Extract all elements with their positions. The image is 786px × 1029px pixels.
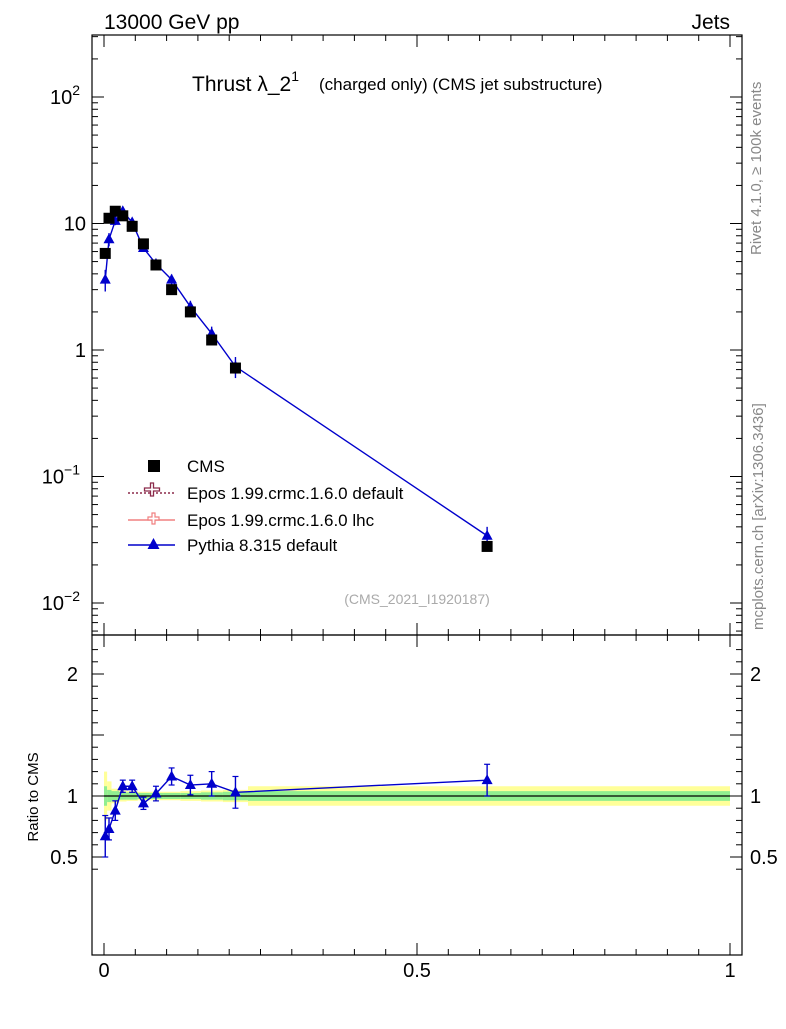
y-tick-label: 10−1 (42, 462, 80, 489)
ratio-point (150, 787, 162, 798)
main-axis-ticks (92, 35, 742, 635)
ratio-y-tick-labels: 0.5 0.5 1 1 2 2 (50, 664, 778, 869)
ratio-point (229, 786, 241, 797)
legend-pythia-marker (147, 538, 160, 549)
y-tick-label: 10−2 (42, 588, 80, 615)
cms-point (150, 259, 162, 271)
cms-point (103, 212, 115, 224)
legend-pythia-label: Pythia 8.315 default (187, 536, 338, 555)
ratio-point (99, 830, 111, 841)
ratio-pythia-line (104, 775, 488, 837)
cms-point (229, 362, 241, 374)
y-tick-label: 102 (50, 82, 80, 109)
ratio-uncertainty-bands (104, 771, 731, 821)
legend-epos-lhc-label: Epos 1.99.crmc.1.6.0 lhc (187, 511, 375, 530)
process-label: Jets (691, 11, 730, 34)
cms-point (99, 247, 111, 259)
legend-cms-label: CMS (187, 457, 225, 476)
ratio-data-layer (99, 763, 493, 858)
x-tick-label: 0.5 (403, 960, 431, 982)
legend-cms-marker (148, 460, 160, 472)
mcplots-label: mcplots.cern.ch [arXiv:1306.3436] (750, 403, 767, 630)
main-data-layer (99, 205, 493, 552)
main-y-tick-labels: 102 10 1 10−1 10−2 (42, 82, 86, 615)
ratio-point (137, 797, 149, 808)
cms-point (166, 284, 178, 296)
ratio-y-axis-label: Ratio to CMS (25, 752, 42, 841)
ratio-point (481, 774, 493, 785)
y-tick-label: 1 (75, 340, 86, 362)
cms-point (184, 306, 196, 318)
energy-label: 13000 GeV pp (104, 11, 239, 34)
pythia-point (166, 273, 178, 284)
legend-epos-lhc-marker (147, 512, 160, 525)
ratio-point (103, 822, 115, 833)
x-tick-label: 1 (724, 960, 735, 982)
ratio-y-tick-label: 0.5 (50, 847, 78, 869)
ratio-x-tick-labels: 0 0.5 1 (98, 960, 735, 982)
legend: CMS Epos 1.99.crmc.1.6.0 default Epos 1.… (128, 457, 404, 555)
legend-epos-default-label: Epos 1.99.crmc.1.6.0 default (187, 484, 404, 503)
ratio-point (117, 780, 129, 791)
pythia-point (103, 233, 115, 244)
cms-point (206, 334, 218, 346)
ratio-y-tick-label: 2 (67, 664, 78, 686)
ratio-y-tick-label-right: 1 (750, 786, 761, 808)
ratio-point (166, 770, 178, 781)
cms-point (126, 220, 138, 232)
ratio-point (184, 779, 196, 790)
plot-title: Thrust λ_21 (192, 68, 299, 96)
analysis-id: (CMS_2021_I1920187) (344, 591, 490, 607)
pythia-point (99, 273, 111, 284)
pythia-point (481, 529, 493, 540)
cms-point (117, 210, 129, 222)
ratio-y-tick-label-right: 0.5 (750, 847, 778, 869)
ratio-y-tick-label-right: 2 (750, 664, 761, 686)
cms-point (481, 540, 493, 552)
rivet-version-label: Rivet 4.1.0, ≥ 100k events (748, 82, 765, 255)
cms-point (137, 238, 149, 250)
plot-subtitle: (charged only) (CMS jet substructure) (319, 75, 602, 94)
ratio-point (126, 780, 138, 791)
y-tick-label: 10 (64, 214, 86, 236)
cms-point (109, 205, 121, 217)
x-tick-label: 0 (98, 960, 109, 982)
ratio-point (206, 777, 218, 788)
legend-epos-default-marker (143, 482, 161, 497)
ratio-y-tick-label: 1 (67, 786, 78, 808)
ratio-axis-ticks (92, 635, 742, 955)
ratio-point (109, 804, 121, 815)
